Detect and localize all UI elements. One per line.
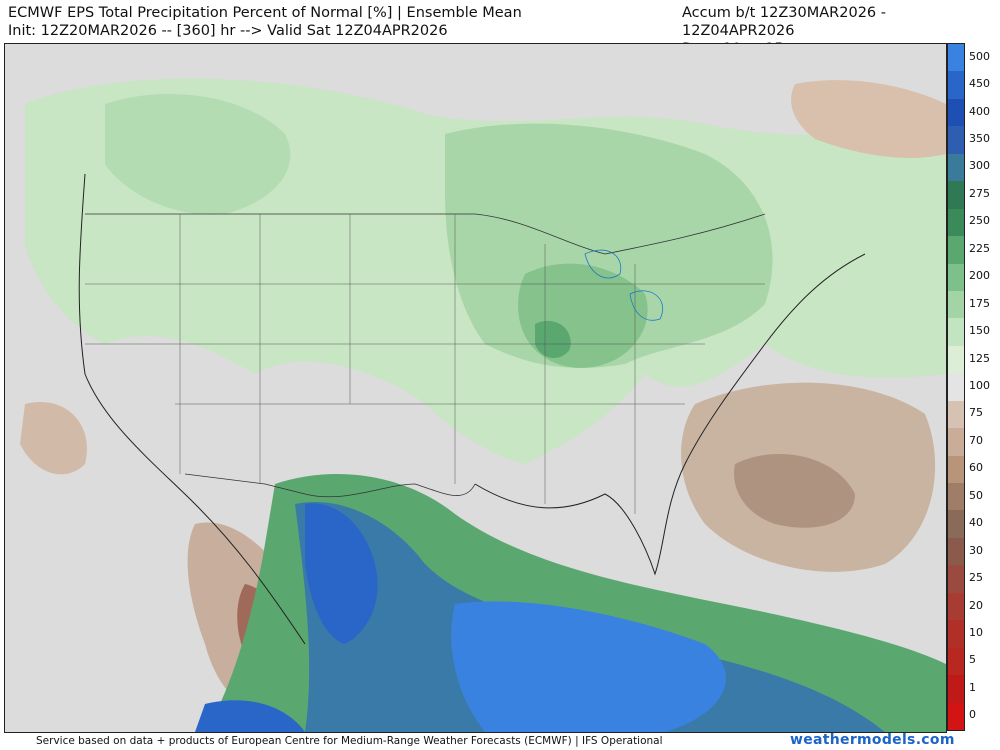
colorbar-swatch (948, 44, 964, 72)
colorbar-label: 300 (969, 159, 990, 173)
colorbar-swatch (948, 126, 964, 155)
colorbar-label: 275 (969, 186, 990, 200)
colorbar-swatch (948, 483, 964, 511)
colorbar-label: 25 (969, 571, 983, 585)
dry-region-labrador (791, 80, 946, 159)
colorbar-label: 20 (969, 598, 983, 612)
colorbar-swatch (948, 181, 964, 210)
colorbar-swatch (948, 318, 964, 347)
colorbar-swatch (948, 565, 964, 594)
wetter-region-mexico-gulf (295, 502, 885, 732)
colorbar-label: 125 (969, 351, 990, 365)
accum-period: Accum b/t 12Z30MAR2026 - 12Z04APR2026 (682, 5, 886, 39)
colorbar-label: 350 (969, 132, 990, 146)
colorbar-swatch (948, 236, 964, 265)
precip-map (4, 43, 947, 733)
colorbar-swatch (948, 675, 964, 704)
us-canada-border (85, 213, 766, 255)
colorbar (947, 43, 965, 731)
gulf-atlantic-coastline (474, 253, 866, 576)
brand-link[interactable]: weathermodels.com (790, 732, 955, 748)
colorbar-label: 200 (969, 269, 990, 283)
colorbar-label: 40 (969, 516, 983, 530)
colorbar-swatch (948, 647, 964, 676)
map-title: ECMWF EPS Total Precipitation Percent of… (8, 5, 522, 21)
colorbar-swatch (948, 290, 964, 319)
colorbar-label: 250 (969, 214, 990, 228)
colorbar-swatch (948, 263, 964, 292)
init-valid-line: Init: 12Z20MAR2026 -- [360] hr --> Valid… (8, 23, 448, 39)
colorbar-swatch (948, 71, 964, 100)
colorbar-label: 5 (969, 653, 976, 667)
very-wet-pacific-south (195, 700, 305, 732)
colorbar-label: 500 (969, 49, 990, 63)
colorbar-swatch (948, 428, 964, 457)
colorbar-label: 30 (969, 543, 983, 557)
colorbar-swatch (948, 455, 964, 484)
colorbar-swatch (948, 510, 964, 539)
colorbar-swatch (948, 400, 964, 429)
state-lines (85, 214, 765, 514)
very-wet-caribbean (451, 601, 726, 732)
colorbar-label: 450 (969, 77, 990, 91)
green-region-canada-west (105, 94, 291, 215)
map-canvas (5, 44, 946, 732)
colorbar-label: 0 (969, 708, 976, 722)
colorbar-swatch (948, 345, 964, 374)
colorbar-label: 70 (969, 433, 983, 447)
colorbar-label: 400 (969, 104, 990, 118)
colorbar-label: 225 (969, 241, 990, 255)
colorbar-swatch (948, 153, 964, 182)
colorbar-label: 150 (969, 324, 990, 338)
colorbar-swatch (948, 592, 964, 621)
colorbar-label: 100 (969, 379, 990, 392)
data-credit: Service based on data + products of Euro… (36, 735, 663, 747)
green-peak-illinois (535, 320, 571, 359)
colorbar-label: 1 (969, 680, 976, 694)
colorbar-swatch (948, 537, 964, 566)
dry-region-pacific (20, 402, 87, 475)
us-mexico-border (184, 473, 476, 498)
colorbar-label: 60 (969, 461, 983, 475)
great-lakes (584, 249, 663, 321)
colorbar-swatch (948, 620, 964, 649)
pacific-coastline (78, 173, 306, 645)
colorbar-swatch (948, 208, 964, 237)
colorbar-swatch (948, 373, 964, 402)
colorbar-swatch (948, 702, 964, 731)
very-wet-north-mexico (305, 503, 378, 644)
colorbar-label: 175 (969, 296, 990, 310)
dry-core-atlantic (734, 454, 855, 528)
colorbar-label: 10 (969, 625, 983, 639)
header-left: ECMWF EPS Total Precipitation Percent of… (8, 4, 522, 40)
colorbar-swatch (948, 98, 964, 127)
colorbar-label: 75 (969, 406, 983, 420)
colorbar-label: 50 (969, 488, 983, 502)
